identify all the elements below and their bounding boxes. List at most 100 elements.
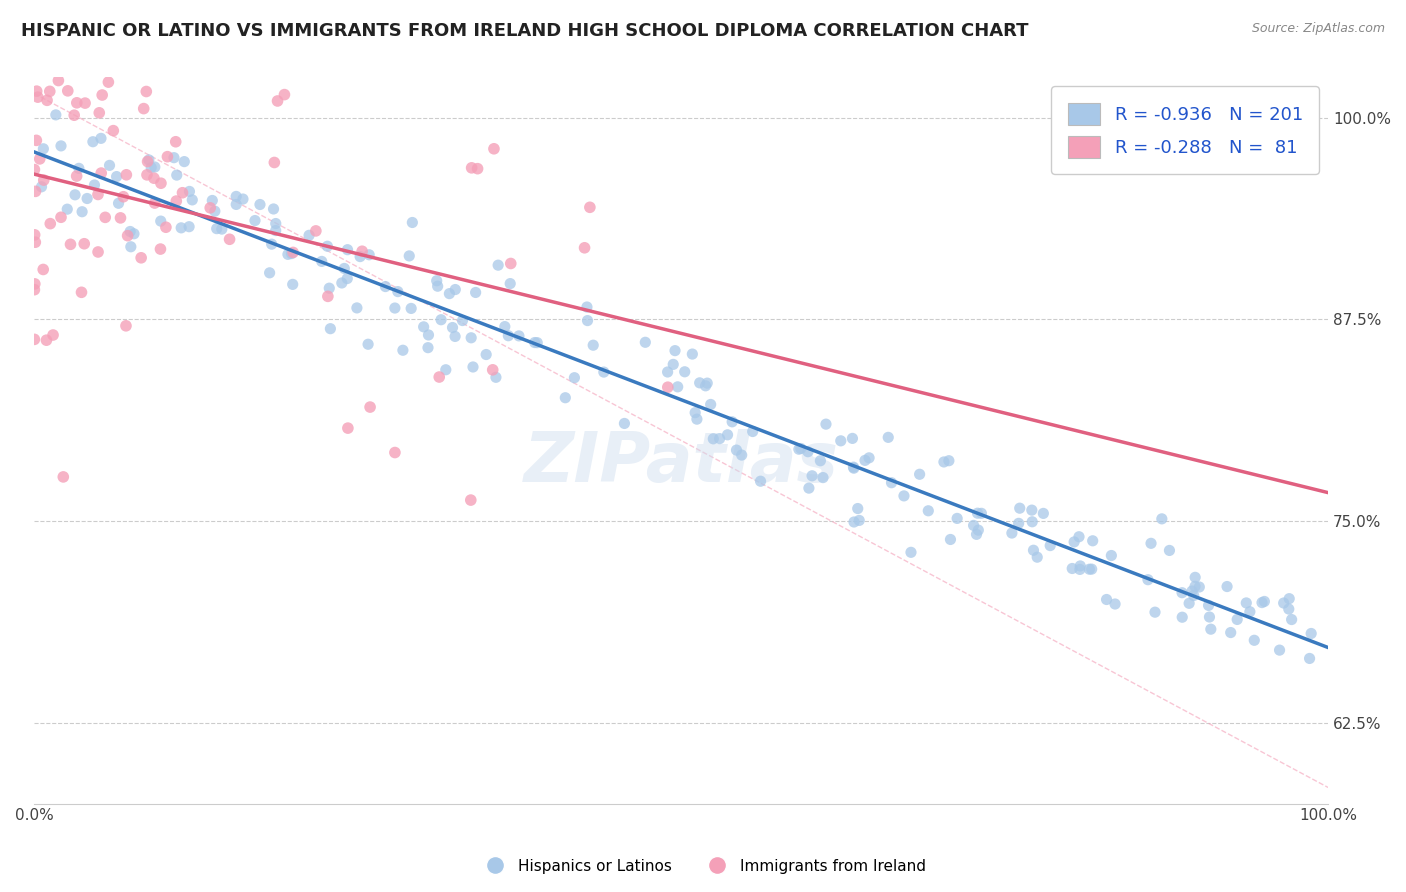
Point <box>132 102 155 116</box>
Point <box>25 84 48 98</box>
Point <box>1069 558 1091 573</box>
Point <box>1278 591 1301 606</box>
Point <box>63 187 86 202</box>
Point <box>56 202 79 217</box>
Point <box>523 335 546 350</box>
Point <box>129 251 152 265</box>
Point <box>259 266 281 280</box>
Point <box>45 108 67 122</box>
Point <box>49 211 72 225</box>
Point <box>263 155 285 169</box>
Point <box>211 222 233 236</box>
Point <box>336 271 359 285</box>
Point <box>575 300 598 314</box>
Point <box>1301 626 1323 640</box>
Point <box>264 223 287 237</box>
Point <box>318 281 340 295</box>
Point <box>32 173 55 187</box>
Point <box>1219 625 1241 640</box>
Point <box>412 319 434 334</box>
Point <box>666 380 689 394</box>
Point <box>82 135 104 149</box>
Point <box>475 347 498 361</box>
Text: Source: ZipAtlas.com: Source: ZipAtlas.com <box>1251 22 1385 36</box>
Point <box>1298 651 1320 665</box>
Point <box>1078 562 1101 576</box>
Point <box>426 274 449 288</box>
Point <box>946 511 969 525</box>
Point <box>316 239 339 253</box>
Point <box>709 432 731 446</box>
Point <box>797 444 820 458</box>
Point <box>790 442 813 456</box>
Point <box>657 380 679 394</box>
Point <box>25 30 48 45</box>
Point <box>1099 549 1122 563</box>
Point <box>22 283 45 297</box>
Point <box>165 135 187 149</box>
Point <box>1022 543 1045 558</box>
Point <box>801 468 824 483</box>
Point <box>110 211 132 225</box>
Point <box>149 242 172 256</box>
Point <box>66 169 89 183</box>
Point <box>797 481 820 495</box>
Point <box>1239 605 1261 619</box>
Point <box>281 277 304 292</box>
Point <box>681 347 703 361</box>
Point <box>155 220 177 235</box>
Point <box>66 95 89 110</box>
Point <box>357 337 380 351</box>
Point <box>481 363 503 377</box>
Point <box>1080 562 1102 576</box>
Point <box>1216 580 1239 594</box>
Point <box>24 185 46 199</box>
Point <box>564 370 586 384</box>
Point <box>1081 533 1104 548</box>
Point <box>499 256 522 270</box>
Point <box>434 363 457 377</box>
Point <box>970 506 993 520</box>
Point <box>673 365 696 379</box>
Point <box>917 504 939 518</box>
Point <box>90 131 112 145</box>
Point <box>841 431 863 445</box>
Point <box>499 277 522 291</box>
Point <box>277 247 299 261</box>
Point <box>359 400 381 414</box>
Point <box>243 213 266 227</box>
Point <box>657 365 679 379</box>
Point <box>811 470 834 484</box>
Point <box>298 228 321 243</box>
Point <box>392 343 415 358</box>
Point <box>142 171 165 186</box>
Point <box>1188 580 1211 594</box>
Point <box>938 453 960 467</box>
Point <box>1281 613 1303 627</box>
Point <box>842 515 865 529</box>
Point <box>430 312 453 326</box>
Point <box>35 333 58 347</box>
Point <box>115 318 138 333</box>
Point <box>716 427 738 442</box>
Point <box>399 301 422 316</box>
Point <box>103 123 125 137</box>
Point <box>574 241 596 255</box>
Point <box>333 261 356 276</box>
Point <box>858 450 880 465</box>
Point <box>1021 503 1043 517</box>
Point <box>1063 535 1085 549</box>
Point <box>1268 643 1291 657</box>
Point <box>316 289 339 303</box>
Point <box>173 154 195 169</box>
Point <box>1226 612 1249 626</box>
Point <box>177 219 200 234</box>
Point <box>136 168 159 182</box>
Point <box>166 168 188 182</box>
Point <box>1199 622 1222 636</box>
Point <box>689 376 711 390</box>
Point <box>1039 539 1062 553</box>
Point <box>49 139 72 153</box>
Point <box>352 244 374 259</box>
Point <box>634 335 657 350</box>
